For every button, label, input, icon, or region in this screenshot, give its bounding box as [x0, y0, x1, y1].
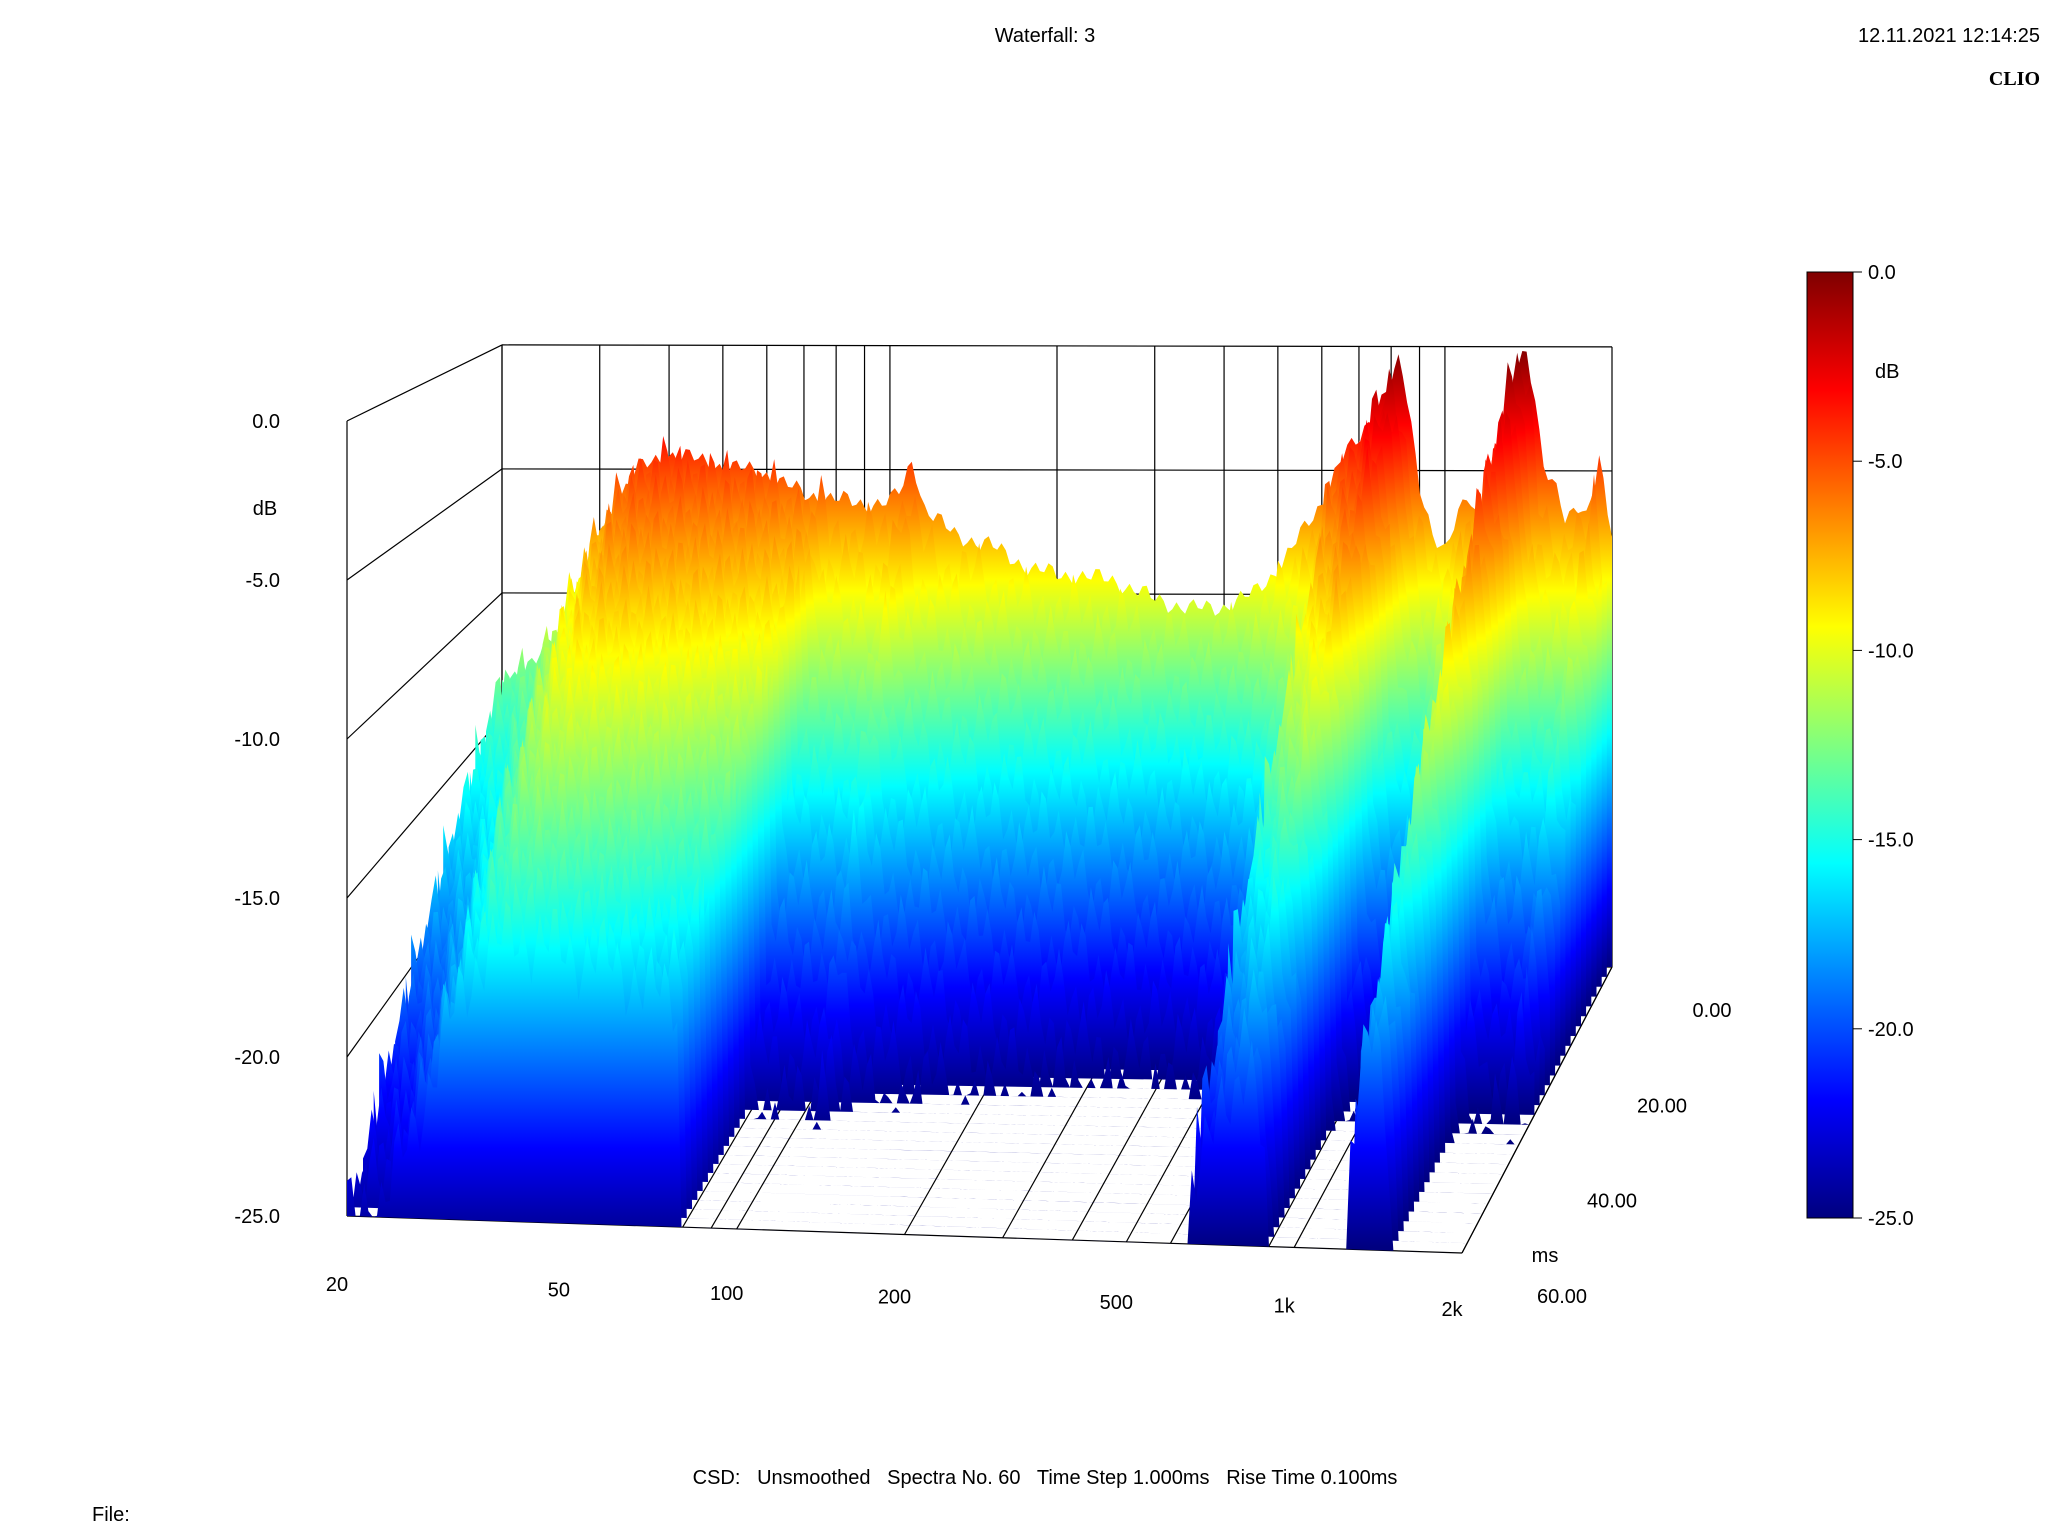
y-tick-label: -10.0 [234, 729, 280, 751]
file-label: File: [92, 1504, 130, 1526]
grid-line-left [346, 592, 503, 740]
colorbar-tick-label: 0.0 [1868, 262, 1896, 284]
grid-line-left [346, 468, 503, 581]
grid-line-right [1461, 966, 1613, 1254]
x-axis-ticks: 20 50 100 200 500 1k 2k [326, 1274, 1464, 1321]
brand-logo: CLIO [1989, 68, 2040, 90]
y-tick-label: -15.0 [234, 888, 280, 910]
z-axis-ticks: 0.00 20.00 40.00 60.00 [1537, 1000, 1732, 1308]
colorbar-label: dB [1875, 361, 1899, 383]
z-tick-label: 20.00 [1637, 1095, 1687, 1117]
z-axis-label: ms [1532, 1245, 1559, 1267]
z-tick-label: 60.00 [1537, 1286, 1587, 1308]
y-axis-ticks: 0.0 -5.0 -10.0 -15.0 -20.0 -25.0 [234, 411, 280, 1228]
x-tick-label: 200 [878, 1287, 911, 1309]
waterfall-surface [347, 351, 1612, 1253]
x-tick-label: 1k [1274, 1295, 1296, 1317]
colorbar-tick-label: -15.0 [1868, 830, 1914, 852]
chart-title: Waterfall: 3 [995, 25, 1095, 47]
y-tick-label: -25.0 [234, 1206, 280, 1228]
colorbar-ticks: 0.0 -5.0 -10.0 -15.0 -20.0 -25.0 [1853, 262, 1914, 1230]
colorbar-tick-label: -20.0 [1868, 1019, 1914, 1041]
z-tick-label: 40.00 [1587, 1191, 1637, 1213]
datetime: 12.11.2021 12:14:25 [1858, 25, 2040, 47]
y-axis-label: dB [253, 498, 277, 520]
x-tick-label: 20 [326, 1274, 348, 1296]
colorbar [1806, 271, 1854, 1219]
x-tick-label: 100 [710, 1283, 743, 1305]
y-tick-label: -20.0 [234, 1047, 280, 1069]
x-tick-label: 2k [1441, 1299, 1463, 1321]
colorbar-tick-label: -10.0 [1868, 640, 1914, 662]
x-tick-label: 500 [1100, 1292, 1133, 1314]
spectrum-slice [347, 900, 1462, 1253]
y-tick-label: -5.0 [246, 570, 280, 592]
colorbar-tick-label: -5.0 [1868, 451, 1902, 473]
measurement-info: CSD: Unsmoothed Spectra No. 60 Time Step… [693, 1467, 1398, 1489]
y-tick-label: 0.0 [252, 411, 280, 433]
x-tick-label: 50 [548, 1279, 570, 1301]
z-tick-label: 0.00 [1693, 1000, 1732, 1022]
grid-line-left [346, 344, 503, 422]
colorbar-tick-label: -25.0 [1868, 1208, 1914, 1230]
